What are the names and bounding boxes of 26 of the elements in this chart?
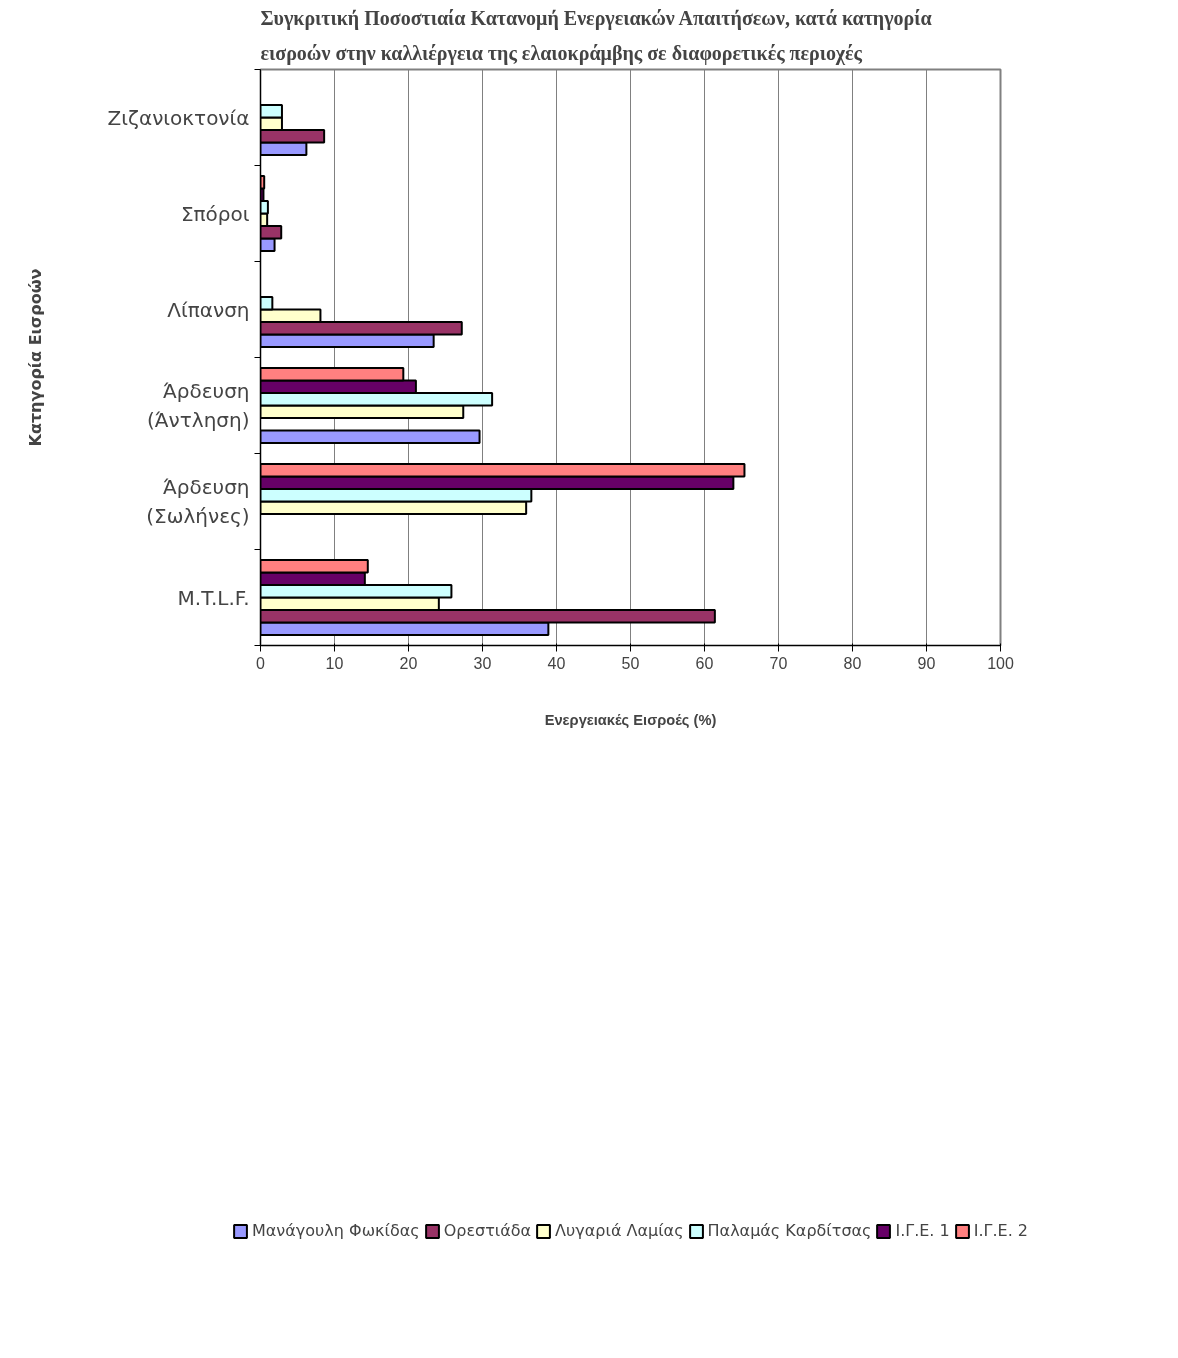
legend-label: Λυγαριά Λαμίας: [555, 1221, 684, 1240]
y-tick-label: Άρδευση (Σωλήνες): [146, 475, 250, 528]
x-axis-title: Ενεργειακές Εισροές (%): [544, 711, 717, 728]
legend-label: Ι.Γ.Ε. 2: [973, 1221, 1028, 1240]
y-tick-label: M.T.L.F.: [177, 585, 250, 610]
x-tick-label: 100: [987, 654, 1014, 672]
x-tick-label: 80: [843, 654, 862, 672]
x-tick-label: 70: [769, 654, 788, 672]
y-tick-label: Άρδευση (Άντληση): [146, 379, 250, 432]
x-tick-label: 30: [473, 654, 492, 672]
x-tick-label: 90: [917, 654, 936, 672]
y-tick-label: Ζιζανιοκτονία: [107, 105, 250, 130]
x-tick-label: 20: [399, 654, 418, 672]
legend-label: Παλαμάς Καρδίτσας: [707, 1221, 872, 1240]
legend-label: Ορεστιάδα: [443, 1221, 532, 1240]
legend-label: Μανάγουλη Φωκίδας: [252, 1221, 420, 1240]
x-tick-label: 60: [695, 654, 714, 672]
x-tick-label: 10: [325, 654, 344, 672]
legend-label: Ι.Γ.Ε. 1: [895, 1221, 950, 1240]
y-axis-title: Κατηγορία Εισροών: [25, 268, 45, 447]
y-tick-label: Λίπανση: [167, 297, 250, 322]
chart-title: Συγκριτική Ποσοστιαία Κατανομή Ενεργειακών Απαιτήσεων, κατά κατηγορία εισροών στην καλλιέργεια της ελαιοκράμβης σε διαφορετικές περιοχές: [260, 7, 932, 66]
y-tick-label: Σπόροι: [180, 201, 250, 226]
x-tick-label: 50: [621, 654, 640, 672]
x-tick-label: 40: [547, 654, 566, 672]
x-tick-label: 0: [256, 654, 266, 672]
